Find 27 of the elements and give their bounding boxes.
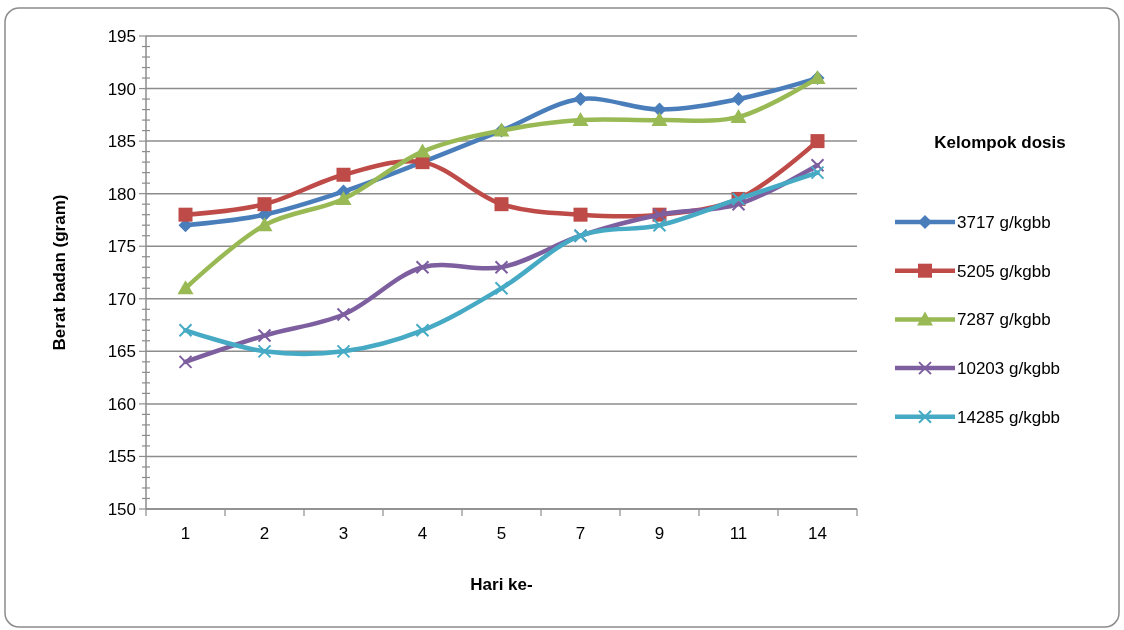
- x-tick-label: 3: [338, 524, 349, 543]
- y-tick-label: 150: [107, 499, 136, 519]
- x-tick-label: 9: [654, 524, 665, 543]
- y-axis-title: Berat badan (gram): [50, 194, 69, 351]
- y-tick-label: 180: [107, 184, 136, 204]
- y-tick-label: 175: [107, 237, 136, 257]
- x-tick-label: 11: [729, 524, 748, 543]
- y-tick-label: 185: [107, 132, 136, 152]
- y-tick-label: 165: [107, 342, 136, 362]
- x-tick-label: 1: [180, 524, 191, 543]
- legend-title: Kelompok dosis: [934, 133, 1066, 152]
- x-tick-label: 4: [417, 524, 428, 543]
- y-tick-label: 155: [107, 447, 136, 467]
- x-tick-label: 5: [496, 524, 507, 543]
- legend-label: 10203 g/kgbb: [957, 359, 1061, 379]
- x-axis-title: Hari ke-: [470, 575, 533, 594]
- x-tick-label: 7: [575, 524, 586, 543]
- legend-label: 7287 g/kgbb: [957, 310, 1051, 330]
- y-tick-label: 190: [107, 79, 136, 99]
- legend-label: 5205 g/kgbb: [957, 261, 1051, 281]
- y-tick-label: 195: [107, 26, 136, 46]
- x-tick-label: 14: [808, 524, 827, 543]
- y-tick-label: 160: [107, 394, 136, 414]
- legend-label: 3717 g/kgbb: [957, 212, 1051, 232]
- x-tick-label: 2: [259, 524, 270, 543]
- legend-label: 14285 g/kgbb: [957, 407, 1061, 427]
- y-tick-label: 170: [107, 289, 136, 309]
